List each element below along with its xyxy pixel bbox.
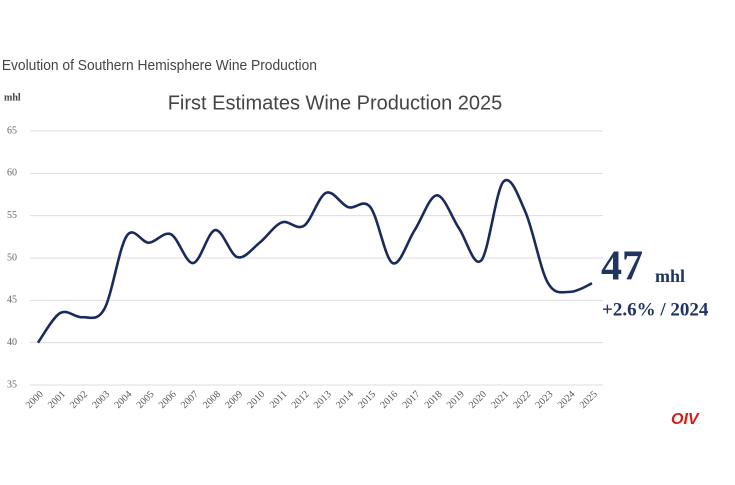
- x-tick-label: 2015: [356, 389, 378, 411]
- x-tick-label: 2016: [378, 389, 400, 411]
- y-tick-label: 35: [7, 379, 17, 390]
- x-tick-label: 2005: [135, 389, 157, 411]
- x-tick-label: 2023: [534, 389, 556, 411]
- x-tick-label: 2019: [445, 389, 467, 411]
- line: [36, 178, 593, 344]
- x-tick-label: 2024: [556, 389, 578, 411]
- annotation-value: 47: [601, 244, 643, 290]
- x-tick-label: 2011: [268, 389, 290, 411]
- y-tick-label: 60: [7, 168, 17, 179]
- y-tick-label: 50: [7, 252, 17, 263]
- x-tick-label: 2006: [157, 389, 179, 411]
- x-tick-label: 2012: [290, 389, 312, 411]
- x-tick-label: 2014: [334, 389, 356, 411]
- x-tick-label: 2025: [578, 389, 600, 411]
- logo: OIV: [671, 411, 700, 428]
- y-tick-label: 45: [7, 295, 17, 306]
- x-tick-label: 2002: [68, 389, 90, 411]
- y-tick-label: 40: [7, 337, 17, 348]
- x-tick-label: 2001: [46, 389, 68, 411]
- x-tick-label: 2013: [312, 389, 334, 411]
- x-tick-label: 2022: [511, 389, 533, 411]
- x-tick-label: 2010: [245, 389, 267, 411]
- y-tick-label: 55: [7, 210, 17, 221]
- x-tick-label: 2021: [489, 389, 511, 411]
- x-tick-label: 2008: [201, 389, 223, 411]
- x-tick-label: 2007: [179, 389, 201, 411]
- x-tick-label: 2009: [223, 389, 245, 411]
- x-tick-label: 2018: [423, 389, 445, 411]
- x-tick-label: 2000: [24, 389, 46, 411]
- x-tick-label: 2017: [401, 389, 423, 411]
- x-tick-label: 2020: [467, 389, 489, 411]
- chart-title: First Estimates Wine Production 2025: [168, 92, 503, 114]
- annotation-change: +2.6% / 2024: [602, 299, 709, 320]
- y-axis-label: mhl: [4, 92, 21, 103]
- x-tick-label: 2003: [90, 389, 112, 411]
- x-tick-label: 2004: [112, 389, 134, 411]
- header-text: Evolution of Southern Hemisphere Wine Pr…: [2, 57, 317, 74]
- y-tick-label: 65: [7, 125, 17, 136]
- annotation-unit: mhl: [655, 266, 685, 286]
